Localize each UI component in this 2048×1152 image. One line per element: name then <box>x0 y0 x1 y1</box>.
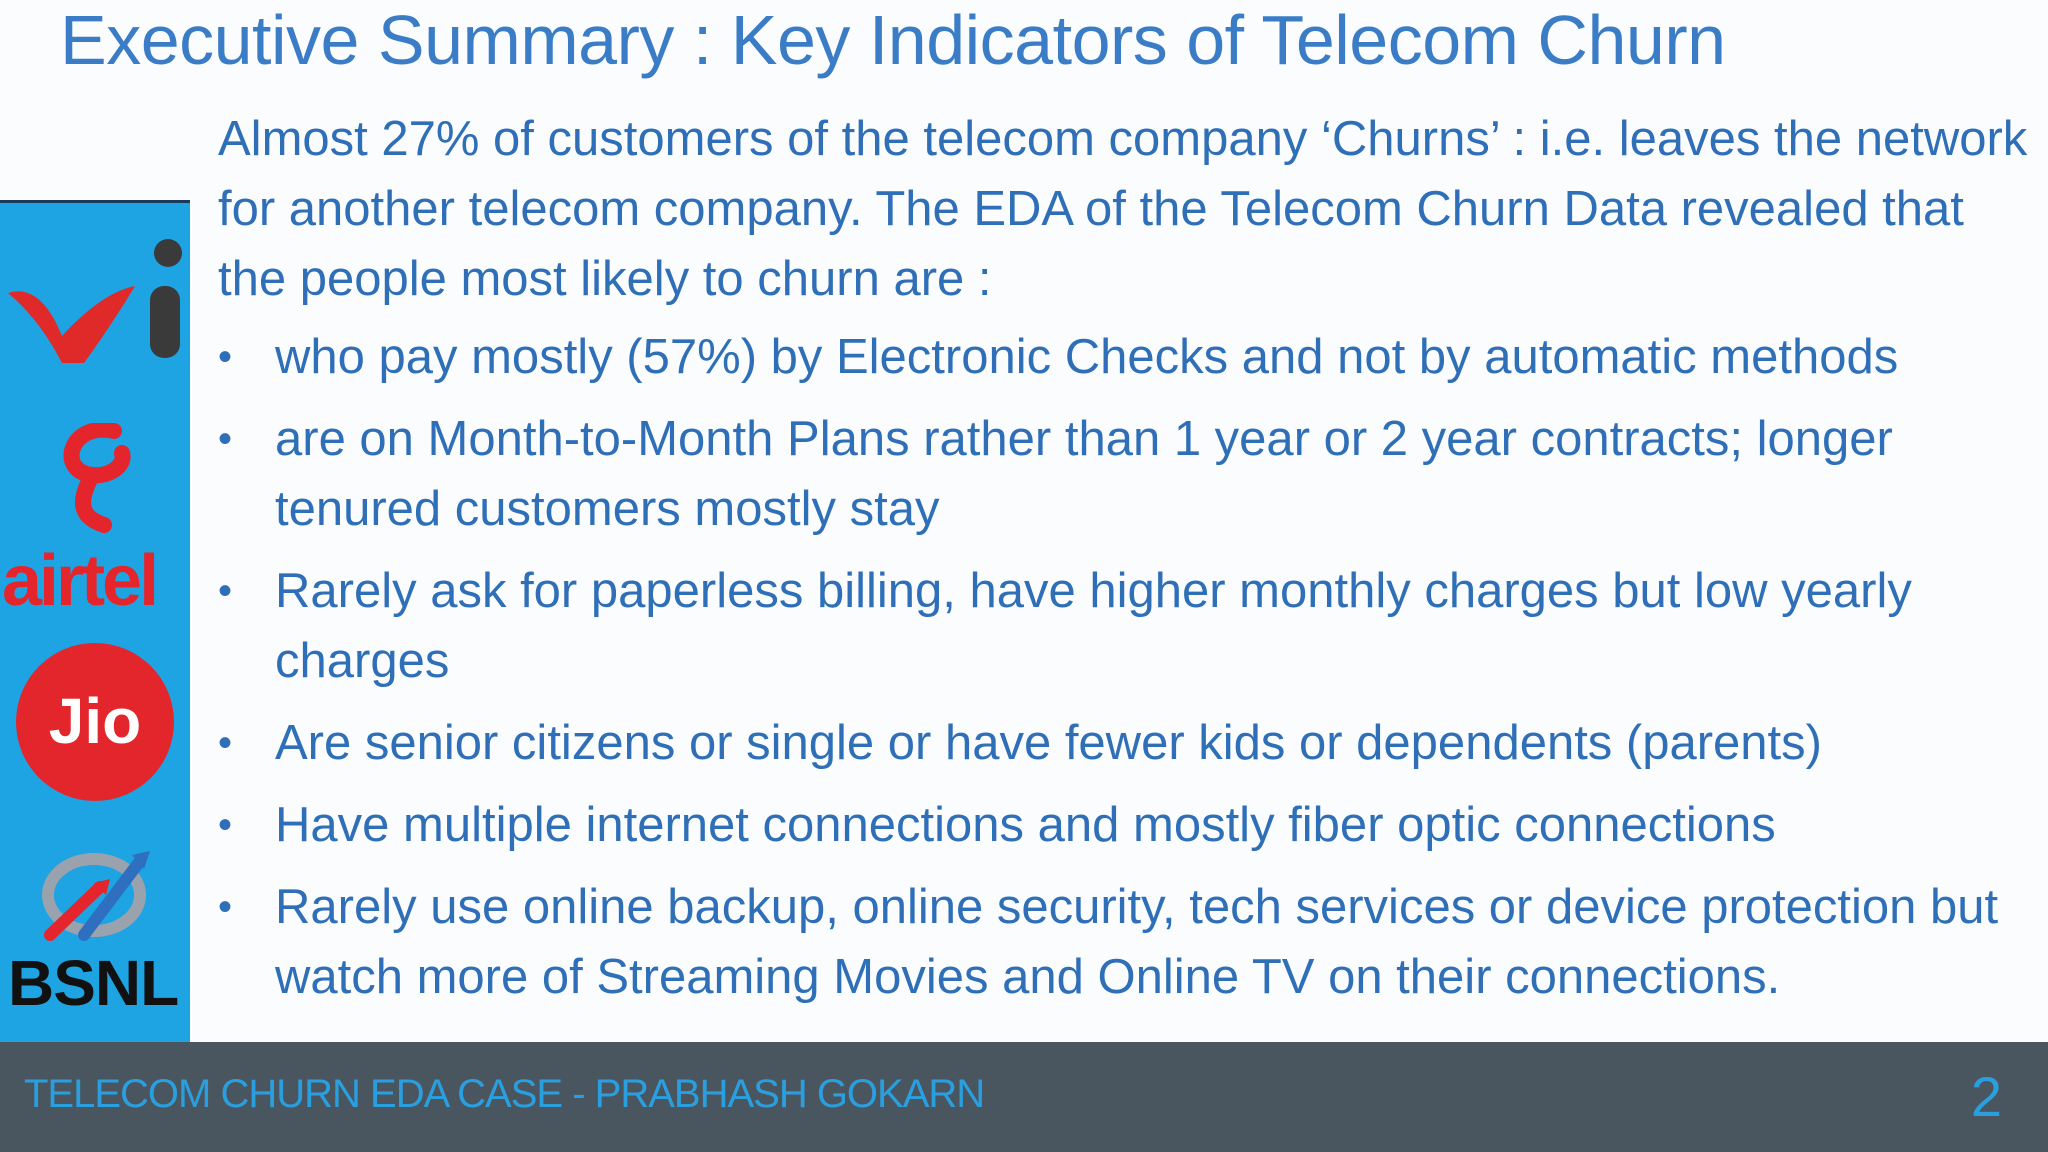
telecom-logo-strip: airtel Jio BSNL <box>0 200 190 1042</box>
jio-logo <box>16 643 174 801</box>
bullet-glyph: • <box>218 569 233 613</box>
bullet-text: Are senior citizens or single or have fe… <box>275 716 1822 770</box>
bullet-item: • Rarely use online backup, online securi… <box>218 872 2030 1012</box>
bullet-item: • Have multiple internet connections and … <box>218 790 2030 860</box>
intro-paragraph: Almost 27% of customers of the telecom c… <box>218 112 2028 306</box>
slide-body: Almost 27% of customers of the telecom c… <box>218 104 2030 1024</box>
jio-wordmark: Jio <box>48 685 142 757</box>
bullet-item: • Rarely ask for paperless billing, have … <box>218 556 2030 696</box>
bullet-glyph: • <box>218 335 233 379</box>
page-number: 2 <box>1970 1065 2002 1128</box>
bsnl-symbol <box>42 851 150 941</box>
slide-title: Executive Summary : Key Indicators of Te… <box>60 1 1726 79</box>
vi-logo <box>8 239 182 363</box>
churn-indicator-list: • who pay mostly (57%) by Electronic Chec… <box>218 322 2030 1012</box>
bsnl-wordmark: BSNL <box>8 947 179 1019</box>
bullet-text: who pay mostly (57%) by Electronic Check… <box>275 330 1899 384</box>
bullet-glyph: • <box>218 721 233 765</box>
bullet-item: • are on Month-to-Month Plans rather than… <box>218 404 2030 544</box>
bullet-text: Have multiple internet connections and m… <box>275 798 1776 852</box>
bullet-glyph: • <box>218 417 233 461</box>
bullet-item: • who pay mostly (57%) by Electronic Chec… <box>218 322 2030 392</box>
bullet-text: Rarely ask for paperless billing, have h… <box>275 564 1912 688</box>
airtel-wordmark: airtel <box>2 541 159 621</box>
bullet-glyph: • <box>218 803 233 847</box>
bullet-item: • Are senior citizens or single or have f… <box>218 708 2030 778</box>
bullet-text: are on Month-to-Month Plans rather than … <box>275 412 1893 536</box>
bullet-text: Rarely use online backup, online securit… <box>275 880 1999 1004</box>
slide-footer: TELECOM CHURN EDA CASE - PRABHASH GOKARN… <box>0 1042 2048 1152</box>
footer-caption: TELECOM CHURN EDA CASE - PRABHASH GOKARN <box>24 1072 985 1116</box>
bullet-glyph: • <box>218 885 233 929</box>
airtel-symbol <box>63 423 131 533</box>
